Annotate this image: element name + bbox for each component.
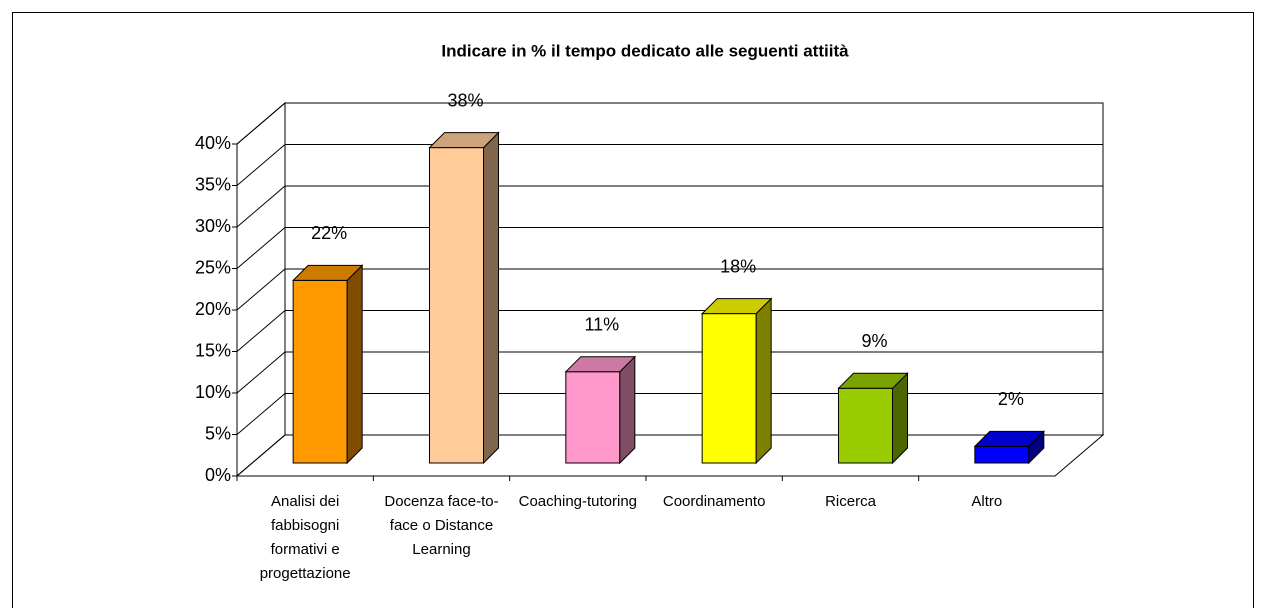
y-tick-label: 30% bbox=[195, 216, 231, 236]
grid-line bbox=[236, 351, 1103, 394]
chart-title: Indicare in % il tempo dedicato alle seg… bbox=[441, 41, 849, 60]
bar-top bbox=[291, 264, 364, 281]
x-tick-label: Ricerca bbox=[825, 493, 876, 510]
x-tick-label: Docenza face-to-face o Distance Learning bbox=[384, 493, 499, 558]
grid-line bbox=[236, 310, 1103, 352]
bar bbox=[292, 279, 348, 464]
data-label: 38% bbox=[447, 90, 483, 110]
bar bbox=[838, 387, 893, 464]
x-tick-label: Coaching-tutoring bbox=[518, 493, 638, 510]
y-tick-label: 0% bbox=[205, 465, 231, 485]
y-tick-label: 15% bbox=[195, 340, 231, 360]
bar-side bbox=[346, 264, 363, 465]
bar-top bbox=[837, 372, 909, 389]
floor bbox=[235, 434, 1105, 477]
y-tick-label: 10% bbox=[195, 382, 231, 402]
x-tick-label: Coordinamento bbox=[662, 493, 766, 510]
bar bbox=[429, 147, 484, 464]
y-tick-label: 35% bbox=[195, 174, 231, 194]
x-tick-label: Altro bbox=[971, 493, 1003, 510]
grid-line bbox=[236, 144, 1103, 186]
data-label: 18% bbox=[720, 256, 756, 276]
grid-line bbox=[236, 102, 1103, 145]
bar-top bbox=[428, 132, 500, 149]
grid-line bbox=[236, 268, 1103, 311]
bar-top bbox=[564, 356, 637, 373]
bar-top bbox=[973, 430, 1046, 447]
y-tick-label: 5% bbox=[205, 423, 231, 443]
bar-side bbox=[755, 297, 772, 465]
bar bbox=[565, 371, 621, 464]
grid-line bbox=[236, 434, 1103, 477]
data-label: 2% bbox=[998, 389, 1024, 409]
grid-line bbox=[236, 393, 1103, 435]
y-tick-label: 20% bbox=[195, 299, 231, 319]
bar bbox=[701, 313, 757, 464]
bar-top bbox=[700, 298, 773, 315]
grid-line bbox=[236, 185, 1103, 228]
bar-side bbox=[483, 131, 499, 465]
data-label: 11% bbox=[584, 314, 619, 334]
y-tick-label: 25% bbox=[195, 257, 231, 277]
x-tick-label: Analisi dei fabbisogni formativi e proge… bbox=[259, 493, 351, 582]
data-label: 22% bbox=[311, 223, 347, 243]
y-tick-label: 40% bbox=[195, 133, 231, 153]
grid-line bbox=[236, 227, 1103, 269]
bar-side bbox=[619, 355, 636, 465]
bar bbox=[974, 445, 1030, 464]
data-label: 9% bbox=[861, 331, 887, 351]
